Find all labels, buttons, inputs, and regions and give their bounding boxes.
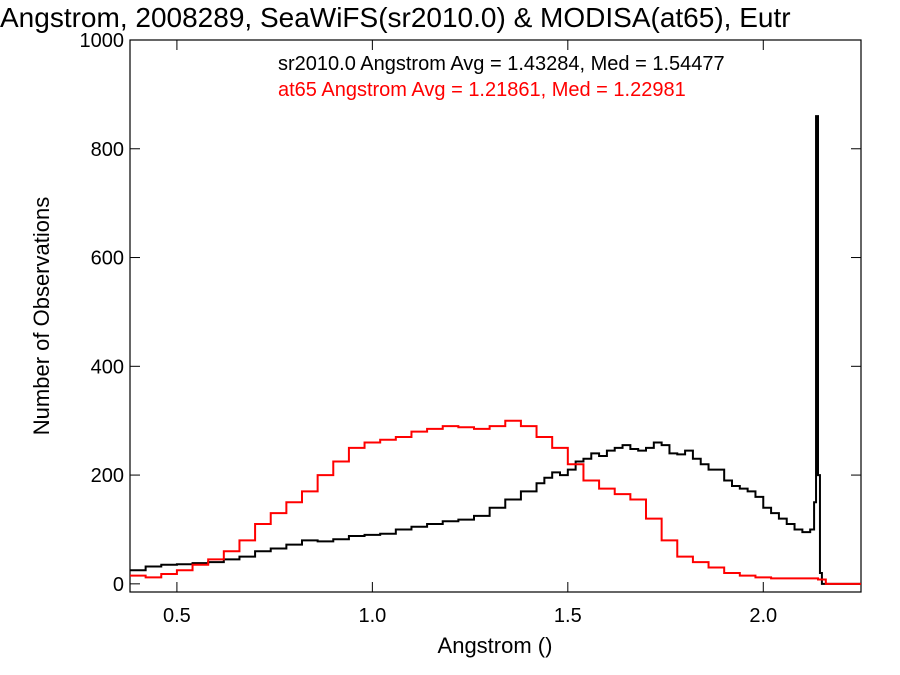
y-ticks: 0 200 400 600 800 1000 [80,30,861,596]
y-tick-label: 1000 [80,30,125,52]
x-tick-label: 0.5 [163,605,191,627]
x-tick-label: 1.0 [358,605,386,627]
series-line-at65 [130,419,861,585]
y-tick-label: 0 [113,574,124,596]
x-tick-label: 1.5 [554,605,582,627]
y-tick-label: 200 [91,465,124,487]
y-tick-label: 800 [91,139,124,161]
legend-entry-sr2010: sr2010.0 Angstrom Avg = 1.43284, Med = 1… [278,53,725,75]
y-tick-label: 400 [91,356,124,378]
series-line-sr2010-0 [130,115,861,585]
legend-entry-at65: at65 Angstrom Avg = 1.21861, Med = 1.229… [278,79,686,101]
x-tick-label: 2.0 [749,605,777,627]
x-axis-label: Angstrom () [438,633,553,658]
x-ticks: 0.5 1.0 1.5 2.0 [163,40,777,627]
y-tick-label: 600 [91,248,124,270]
y-axis-label: Number of Observations [29,197,54,435]
plot-frame [129,39,862,593]
series-layer [130,115,861,585]
chart-title: Angstrom, 2008289, SeaWiFS(sr2010.0) & M… [0,2,791,33]
